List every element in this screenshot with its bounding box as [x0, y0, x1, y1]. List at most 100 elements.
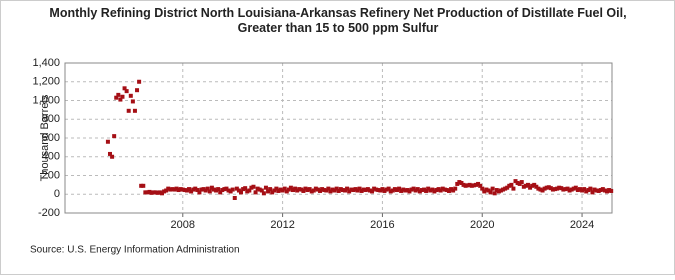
data-point [149, 190, 154, 195]
data-point [444, 188, 449, 193]
data-point [286, 187, 291, 192]
data-point [417, 189, 422, 194]
data-point [259, 188, 264, 193]
data-point [320, 187, 325, 192]
data-point [278, 187, 283, 192]
data-point [590, 190, 595, 195]
data-point [311, 188, 316, 193]
data-point [164, 188, 169, 193]
y-tick-label: -200 [38, 207, 60, 219]
data-point [137, 79, 142, 84]
data-point [605, 189, 610, 194]
data-point [451, 188, 456, 193]
data-point [496, 189, 501, 194]
data-point [211, 187, 216, 192]
data-point [110, 154, 115, 159]
data-point [403, 188, 408, 193]
data-point [201, 187, 206, 192]
data-point [345, 186, 350, 191]
data-point [550, 187, 555, 192]
data-point [561, 187, 566, 192]
data-point [528, 185, 533, 190]
data-point [507, 183, 512, 188]
data-point [357, 186, 362, 191]
data-point [559, 186, 564, 191]
data-point [546, 185, 551, 190]
data-point [166, 186, 171, 191]
x-tick-label: 2008 [171, 219, 195, 231]
data-point [253, 190, 258, 195]
data-point [297, 187, 302, 192]
data-point [455, 181, 460, 186]
y-tick-label: 600 [42, 132, 60, 144]
data-point [124, 89, 129, 94]
data-point [220, 188, 225, 193]
data-point [249, 185, 254, 190]
data-point [534, 184, 539, 189]
x-tick-label: 2012 [270, 219, 294, 231]
data-point [471, 183, 476, 188]
data-point [397, 186, 402, 191]
data-point [324, 188, 329, 193]
data-point [216, 187, 221, 192]
data-point [459, 181, 464, 185]
data-point [207, 189, 212, 194]
data-point [143, 190, 148, 195]
data-point [151, 190, 156, 195]
x-tick-label: 2024 [570, 219, 594, 231]
data-point [224, 186, 229, 191]
data-point [295, 188, 300, 193]
data-point [157, 190, 162, 195]
data-point [519, 180, 524, 185]
data-point [523, 183, 528, 188]
data-point [141, 183, 146, 188]
data-point [245, 189, 250, 194]
source: Source: U.S. Energy Information Administ… [30, 245, 240, 256]
data-point [130, 99, 135, 104]
data-point [209, 185, 214, 190]
data-point [509, 182, 514, 187]
data-point [461, 182, 466, 187]
data-point [498, 188, 503, 193]
data-point [338, 187, 343, 192]
data-point [419, 188, 424, 193]
data-point [478, 183, 483, 188]
data-point [594, 188, 599, 193]
data-point [182, 188, 187, 193]
data-point [513, 179, 518, 184]
data-point [380, 187, 385, 192]
data-point [486, 188, 491, 193]
data-point [430, 187, 435, 192]
data-point [135, 88, 140, 93]
data-point [159, 191, 164, 196]
data-point [139, 183, 144, 188]
data-point [467, 182, 472, 187]
data-point [407, 189, 412, 194]
data-point [382, 188, 387, 193]
data-point [399, 188, 404, 193]
data-point [465, 183, 470, 188]
data-point [187, 187, 192, 192]
data-point [367, 188, 372, 193]
data-point [573, 185, 578, 190]
data-point [434, 188, 439, 193]
data-point [438, 188, 443, 193]
data-point [284, 189, 289, 194]
data-point [457, 180, 462, 185]
data-point [571, 186, 576, 191]
data-point [116, 92, 121, 97]
data-point [107, 151, 112, 156]
data-point [228, 189, 233, 194]
data-point [505, 185, 510, 190]
data-point [155, 190, 160, 195]
data-point [189, 189, 194, 194]
data-point [340, 188, 345, 193]
data-point [247, 188, 252, 193]
data-point [446, 188, 451, 193]
plot-border [64, 62, 613, 214]
data-point [105, 139, 110, 144]
data-point [384, 187, 389, 192]
data-point [222, 187, 227, 192]
data-point [436, 187, 441, 192]
data-point [525, 182, 530, 187]
